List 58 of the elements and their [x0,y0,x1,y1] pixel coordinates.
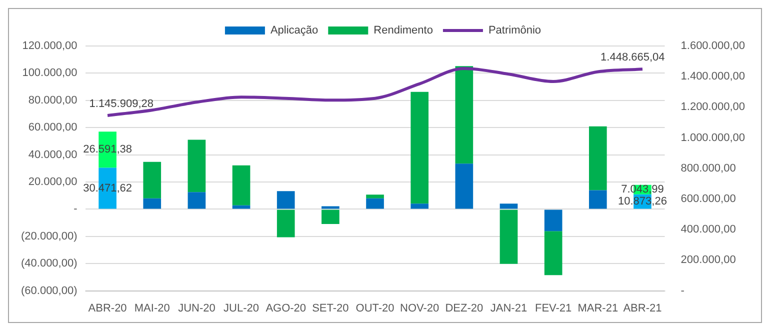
bar [322,210,340,224]
y2-tick-label: 1.200.000,00 [680,101,746,114]
bar [188,140,206,192]
bar [366,194,384,198]
y-tick-label: - [74,203,78,216]
bar [500,204,518,209]
x-tick-label: FEV-21 [534,302,572,314]
y-tick-label: 40.000,00 [28,148,78,161]
bar [322,206,340,209]
bar [500,210,518,264]
x-tick-label: OUT-20 [356,302,394,314]
x-tick-label: NOV-20 [400,302,440,314]
x-tick-label: JUN-20 [178,302,216,314]
data-label: 1.145.909,28 [89,98,154,110]
x-tick-label: SET-20 [312,302,349,314]
bar [232,165,250,206]
y-tick-label: 20.000,00 [28,176,78,188]
bar [188,192,206,209]
y-tick-label: 60.000,00 [28,122,78,134]
bar [366,198,384,209]
legend-label: Rendimento [374,24,433,37]
bar [410,92,429,204]
y2-tick-label: 800.000,00 [680,162,736,174]
x-tick-label: MAR-21 [578,302,618,314]
bar [143,198,162,209]
x-tick-label: ABR-20 [88,302,127,314]
bar [588,190,607,209]
y-tick-label: 100.000,00 [22,67,78,80]
y2-tick-label: 1.400.000,00 [680,70,746,83]
y2-tick-label: 600.000,00 [680,193,736,206]
y2-tick-label: 200.000,00 [680,254,736,266]
bar [276,191,295,209]
legend-label: Aplicação [270,24,318,37]
bar [544,210,562,232]
bar [410,204,429,209]
y2-tick-label: 400.000,00 [680,224,736,236]
y-tick-label: (40.000,00) [20,258,78,270]
x-tick-label: ABR-21 [623,302,662,314]
bar [544,231,562,276]
bar [588,126,607,190]
x-tick-label: JUL-20 [224,302,260,314]
y-tick-label: 120.000,00 [22,40,78,52]
x-tick-label: DEZ-20 [445,302,484,314]
bar [455,66,474,164]
data-label: 1.448.665,04 [600,52,665,64]
bar [143,162,162,198]
bar [276,210,295,238]
x-tick-label: AGO-20 [266,302,306,314]
y2-tick-label: 1.600.000,00 [680,40,746,52]
x-tick-label: JAN-21 [490,302,528,314]
x-tick-label: MAI-20 [134,302,170,314]
y-tick-label: (60.000,00) [20,284,78,297]
y2-tick-label: - [680,284,685,297]
bar [455,164,474,209]
y-tick-label: (20.000,00) [20,230,78,242]
y2-tick-label: 1.000.000,00 [680,132,746,144]
y-tick-label: 80.000,00 [28,94,78,106]
legend-label: Patrimônio [488,24,542,37]
